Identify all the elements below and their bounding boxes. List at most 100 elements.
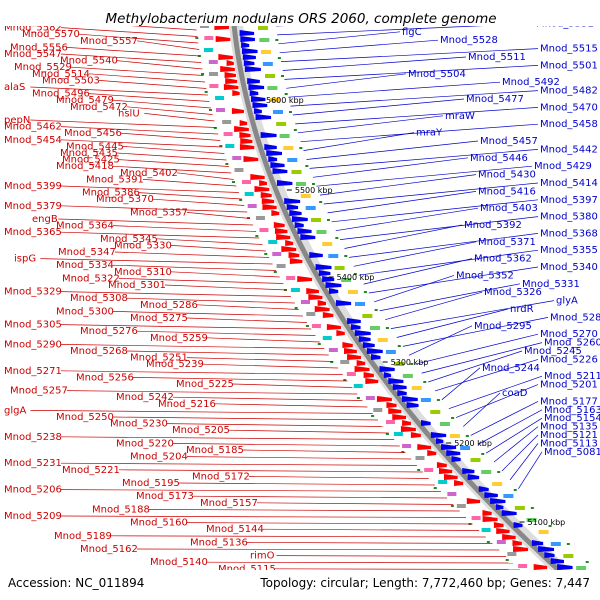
gene-label-right: nrdR [510,304,534,315]
connector-left [138,192,242,200]
gene-label-left: Mnod_5162 [80,544,138,555]
gene-label-left: Mnod_5418 [56,161,114,172]
connector-left [276,555,507,557]
gene-label-left: Mnod_5301 [108,280,166,291]
marker-tick [385,433,389,435]
reverse-gene-block [392,384,407,390]
kbp-label: 5200 kbp [454,439,492,448]
forward-gene-block [336,330,345,336]
gene-label-left: Mnod_5334 [56,260,114,271]
connector-right [518,451,543,489]
title-band [0,0,600,26]
gene-label-right: Mnod_5081 [544,447,600,458]
marker-tick [280,75,284,77]
reverse-gene-block [362,342,375,348]
forward-gene-block [218,54,233,60]
marker-tick [299,147,303,149]
forward-gene-block [417,444,432,450]
marker-tick [385,327,389,329]
marker-tick [566,543,570,545]
label-connectors [30,14,555,570]
marker-tick [356,397,360,399]
reverse-gene-block [484,492,498,498]
gene-label-right: Mnod_5355 [540,245,598,256]
gene-label-right: Mnod_5368 [540,228,598,239]
connector-right [323,182,539,205]
reverse-gene-block [266,150,283,156]
feature-block [267,86,278,90]
forward-gene-block [250,174,265,180]
forward-gene-block [454,480,464,486]
connector-right [279,39,439,54]
gene-label-left: Mnod_5259 [150,333,208,344]
marker-tick [239,199,243,201]
feature-block [503,494,514,498]
gene-label-left: Mnod_5221 [62,465,120,476]
marker-tick [344,255,348,257]
connector-left [156,238,263,245]
reverse-gene-block [383,372,391,378]
feature-block [225,144,235,148]
connector-right [463,392,501,427]
gene-label-left: ispG [14,254,36,265]
feature-block [301,300,310,304]
feature-block [208,72,218,76]
gene-label-left: Mnod_5195 [122,478,180,489]
connector-left [112,264,277,271]
forward-gene-block [276,234,291,240]
connector-left [60,370,343,375]
reverse-gene-block [490,498,506,504]
feature-block [276,122,287,126]
reverse-gene-block [406,402,419,408]
connector-left [164,284,288,291]
reverse-gene-block [309,252,323,258]
reverse-gene-block [538,546,555,552]
marker-tick [305,165,309,167]
gene-label-right: Mnod_5270 [540,329,598,340]
reverse-gene-block [544,552,555,558]
reverse-gene-block [291,216,308,222]
gene-label-left: Mnod_5115 [218,564,276,575]
gene-label-left: hslU [118,108,140,119]
connector-left [60,344,325,349]
connector-right [340,216,539,240]
connector-right [327,191,477,214]
connector-right [501,434,539,472]
reverse-gene-block [248,84,265,90]
gene-label-left: Mnod_5365 [4,227,62,238]
forward-gene-block [261,198,275,204]
connector-left [114,251,270,258]
reverse-gene-block [354,330,371,336]
gene-label-left: Mnod_5402 [120,168,178,179]
reverse-gene-block [241,48,258,54]
gene-label-left: Mnod_5231 [4,458,62,469]
feature-block [355,302,365,306]
feature-block [310,218,321,222]
marker-tick [486,541,490,543]
gene-label-left: Mnod_5188 [92,504,150,515]
forward-gene-block [281,246,297,252]
gene-label-right: Mnod_5528 [440,35,498,46]
forward-gene-block [273,222,285,228]
connector-left [60,291,291,297]
connector-right [363,258,473,285]
gene-label-left: Mnod_5256 [76,372,134,383]
feature-block [394,362,405,366]
connector-left [60,139,223,148]
connector-right [335,207,479,232]
forward-gene-block [289,258,303,264]
connector-left [136,40,200,50]
feature-block [328,254,339,258]
marker-tick [219,145,223,147]
gene-label-right: Mnod_5492 [502,77,560,88]
gene-label-right: Mnod_5362 [474,254,532,265]
feature-block [377,338,388,342]
connector-right [292,98,465,116]
reverse-gene-block [401,396,418,402]
reverse-gene-block [272,168,288,174]
connector-right [368,266,539,294]
forward-gene-block [232,90,240,96]
forward-gene-block [225,78,238,84]
connector-left [116,152,227,161]
feature-block [550,542,561,546]
